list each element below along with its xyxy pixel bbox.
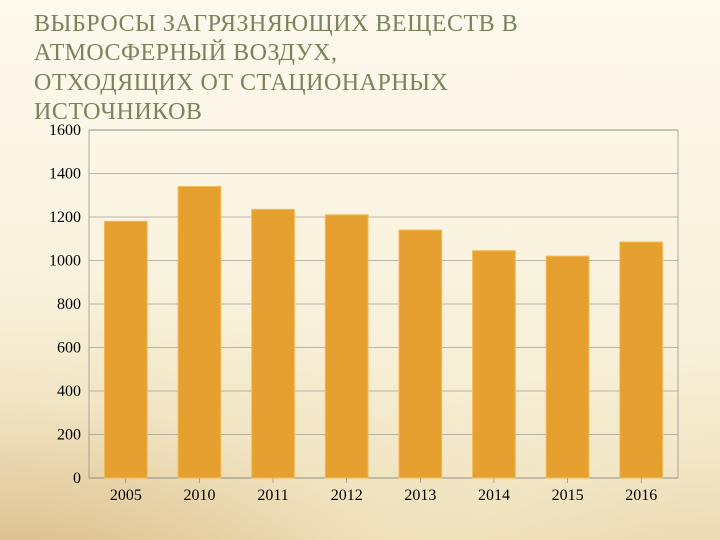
y-tick-label: 1600	[49, 122, 81, 139]
y-tick-label: 1200	[49, 209, 81, 226]
bar-chart: 0200400600800100012001400160020052010201…	[34, 128, 684, 508]
x-tick-label: 2005	[110, 487, 142, 504]
y-tick-label: 800	[57, 296, 81, 313]
bar	[178, 187, 221, 478]
bar	[620, 242, 663, 478]
x-tick-label: 2013	[404, 487, 436, 504]
bar	[104, 221, 147, 478]
bar	[473, 251, 516, 478]
bar	[252, 209, 295, 478]
y-tick-label: 200	[57, 427, 81, 444]
chart-title: ВЫБРОСЫ ЗАГРЯЗНЯЮЩИХ ВЕЩЕСТВ В АТМОСФЕРН…	[34, 10, 660, 127]
y-tick-label: 600	[57, 340, 81, 357]
x-tick-label: 2011	[257, 487, 288, 504]
bar	[399, 230, 442, 478]
x-tick-label: 2012	[331, 487, 363, 504]
slide: ВЫБРОСЫ ЗАГРЯЗНЯЮЩИХ ВЕЩЕСТВ В АТМОСФЕРН…	[0, 0, 720, 540]
chart-svg: 0200400600800100012001400160020052010201…	[34, 128, 684, 508]
y-tick-label: 1000	[49, 253, 81, 270]
x-tick-label: 2014	[478, 487, 510, 504]
y-tick-label: 1400	[49, 166, 81, 183]
x-tick-label: 2010	[183, 487, 215, 504]
y-tick-label: 0	[73, 470, 81, 487]
x-tick-label: 2016	[625, 487, 657, 504]
x-tick-label: 2015	[552, 487, 584, 504]
bar	[546, 256, 589, 478]
y-tick-label: 400	[57, 383, 81, 400]
bar	[325, 215, 368, 478]
